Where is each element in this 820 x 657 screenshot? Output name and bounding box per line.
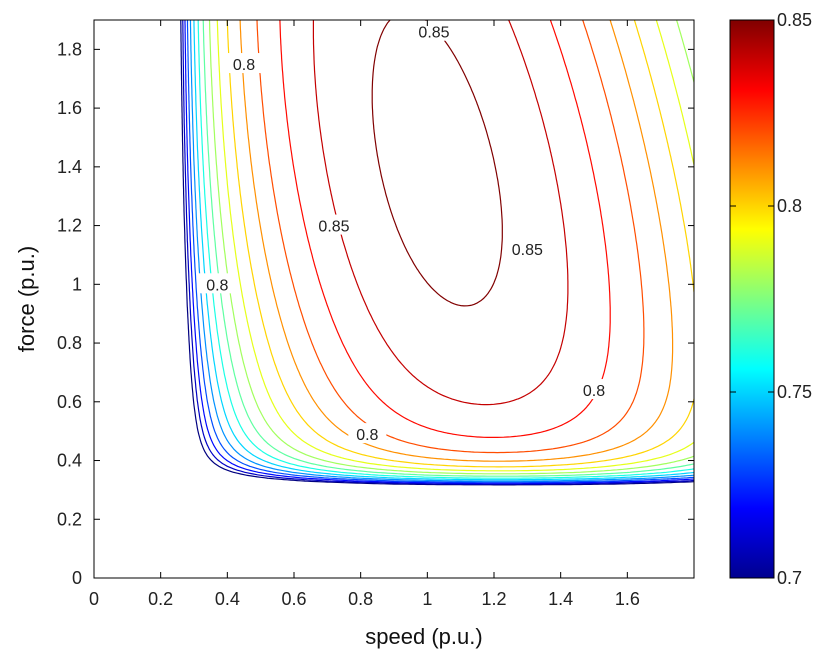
- contour-label-1: 0.85: [318, 219, 349, 236]
- y-tick-label-0: 0: [72, 568, 82, 588]
- contour-labels: 0.85 0.85 0.85 0.8 0.8 0.8 0.8: [198, 20, 613, 444]
- contour-line-5: [193, 20, 694, 481]
- contour-label-5: 0.8: [356, 427, 378, 444]
- contour-line-1: [182, 20, 694, 485]
- contour-line-9: [216, 20, 694, 472]
- contour-line-12: [256, 20, 645, 454]
- contour-line-7: [202, 20, 694, 477]
- contour-label-bg-1: [315, 214, 353, 235]
- y-tick-label-9: 1.8: [57, 39, 82, 59]
- plot-frame: [93, 19, 695, 579]
- y-tick-label-3: 0.6: [57, 392, 82, 412]
- x-tick-label-3: 0.6: [281, 589, 306, 609]
- contour-line-10: [226, 20, 694, 468]
- contour-label-bg-0: [415, 20, 453, 41]
- y-axis-ticks: 0 0.2 0.4 0.6 0.8 1 1.2 1.4 1.6 1.8: [57, 39, 694, 588]
- contour-line-3: [186, 20, 694, 483]
- y-tick-label-5: 1: [72, 274, 82, 294]
- x-tick-label-2: 0.4: [215, 589, 240, 609]
- contour-label-2: 0.85: [512, 242, 543, 259]
- x-axis-ticks: 0 0.2 0.4 0.6 0.8 1 1.2 1.4 1.6: [89, 20, 640, 609]
- contour-label-0: 0.85: [418, 25, 449, 42]
- y-tick-label-2: 0.4: [57, 451, 82, 471]
- contour-line-15: [371, 20, 503, 307]
- colorbar: [729, 19, 775, 579]
- y-tick-label-8: 1.6: [57, 98, 82, 118]
- contour-line-6: [197, 20, 694, 479]
- contour-label-3: 0.8: [233, 57, 255, 74]
- contour-lines: [180, 20, 694, 486]
- y-tick-label-6: 1.2: [57, 216, 82, 236]
- contour-line-2: [184, 20, 694, 484]
- colorbar-tick-label-2: 0.8: [777, 196, 802, 216]
- colorbar-tick-label-1: 0.75: [777, 382, 812, 402]
- contour-label-bg-4: [198, 273, 237, 294]
- x-tick-label-1: 0.2: [148, 589, 173, 609]
- x-tick-label-7: 1.4: [548, 589, 573, 609]
- x-tick-label-0: 0: [89, 589, 99, 609]
- y-tick-label-1: 0.2: [57, 509, 82, 529]
- y-axis-label: force (p.u.): [14, 246, 39, 352]
- x-tick-label-5: 1: [422, 589, 432, 609]
- y-tick-label-4: 0.8: [57, 333, 82, 353]
- colorbar-tick-label-3: 0.85: [777, 10, 812, 30]
- plot-area: [94, 20, 694, 578]
- contour-label-bg-2: [508, 238, 547, 259]
- contour-line-8: [208, 20, 694, 475]
- x-tick-label-4: 0.8: [348, 589, 373, 609]
- y-tick-label-7: 1.4: [57, 157, 82, 177]
- colorbar-tick-label-0: 0.7: [777, 568, 802, 588]
- x-tick-label-8: 1.6: [615, 589, 640, 609]
- contour-label-6: 0.8: [583, 383, 605, 400]
- contour-line-0: [180, 20, 694, 486]
- contour-label-bg-6: [575, 379, 613, 400]
- contour-label-4: 0.8: [206, 277, 228, 294]
- x-tick-label-6: 1.2: [481, 589, 506, 609]
- x-axis-label: speed (p.u.): [365, 624, 482, 649]
- colorbar-ticks: 0.7 0.75 0.8 0.85: [730, 10, 812, 588]
- contour-label-bg-3: [225, 53, 263, 74]
- contour-line-13: [279, 20, 611, 438]
- contour-line-4: [189, 20, 694, 482]
- contour-label-bg-5: [348, 423, 387, 444]
